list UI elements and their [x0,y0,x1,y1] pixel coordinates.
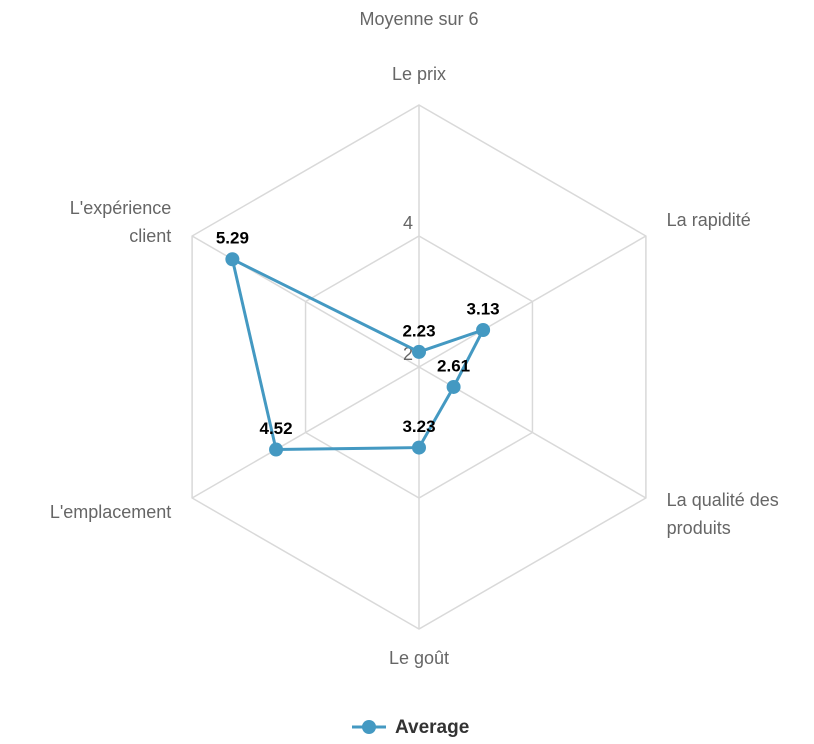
axis-label: La rapidité [667,210,751,230]
data-label: 3.13 [467,299,500,318]
axis-spoke [418,235,647,368]
axis-label: L'expérience client [70,198,172,246]
data-point [225,252,240,267]
axis-label: L'emplacement [50,502,172,522]
data-point [412,344,426,359]
data-label: 2.61 [437,356,470,375]
axis-spoke [191,366,420,499]
data-point [446,379,461,394]
data-label: 3.23 [402,417,435,436]
axis-label: Le goût [389,648,449,668]
chart-title: Moyenne sur 6 [359,9,478,29]
legend-label: Average [395,717,469,738]
legend-marker [362,720,376,734]
r-tick-label: 2 [403,344,413,364]
axis-label-line: La qualité des [667,490,779,510]
data-label: 4.52 [260,419,293,438]
axis-label-line: produits [667,518,731,538]
axis-label-line: client [129,226,171,246]
data-point [476,322,491,337]
data-point [269,442,284,457]
axis-label: La qualité des produits [667,490,779,538]
r-tick-label: 4 [403,213,413,233]
data-label: 2.23 [402,321,435,340]
axis-label: Le prix [392,64,446,84]
axis-label-line: L'expérience [70,198,172,218]
data-label: 5.29 [216,229,249,248]
data-point [412,440,426,455]
